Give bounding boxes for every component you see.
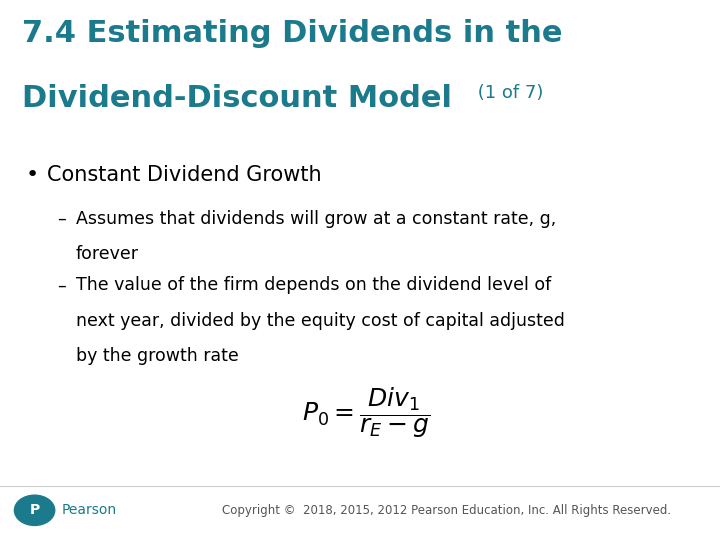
Text: next year, divided by the equity cost of capital adjusted: next year, divided by the equity cost of… bbox=[76, 312, 564, 329]
Text: –: – bbox=[58, 276, 66, 294]
Text: •: • bbox=[25, 165, 38, 185]
Text: (1 of 7): (1 of 7) bbox=[472, 84, 543, 102]
Text: The value of the firm depends on the dividend level of: The value of the firm depends on the div… bbox=[76, 276, 551, 294]
Text: Pearson: Pearson bbox=[61, 503, 117, 517]
Text: forever: forever bbox=[76, 245, 138, 262]
Text: P: P bbox=[30, 503, 40, 517]
Text: Assumes that dividends will grow at a constant rate, g,: Assumes that dividends will grow at a co… bbox=[76, 210, 556, 227]
Text: by the growth rate: by the growth rate bbox=[76, 347, 238, 364]
Text: $\mathit{P}_0 = \dfrac{\mathit{Div}_1}{\mathit{r}_E - \mathit{g}}$: $\mathit{P}_0 = \dfrac{\mathit{Div}_1}{\… bbox=[302, 386, 431, 440]
Text: Dividend-Discount Model: Dividend-Discount Model bbox=[22, 84, 451, 113]
Text: Copyright ©  2018, 2015, 2012 Pearson Education, Inc. All Rights Reserved.: Copyright © 2018, 2015, 2012 Pearson Edu… bbox=[222, 504, 671, 517]
Text: –: – bbox=[58, 210, 66, 227]
Text: 7.4 Estimating Dividends in the: 7.4 Estimating Dividends in the bbox=[22, 19, 562, 48]
Text: Constant Dividend Growth: Constant Dividend Growth bbox=[47, 165, 321, 185]
Circle shape bbox=[14, 495, 55, 525]
